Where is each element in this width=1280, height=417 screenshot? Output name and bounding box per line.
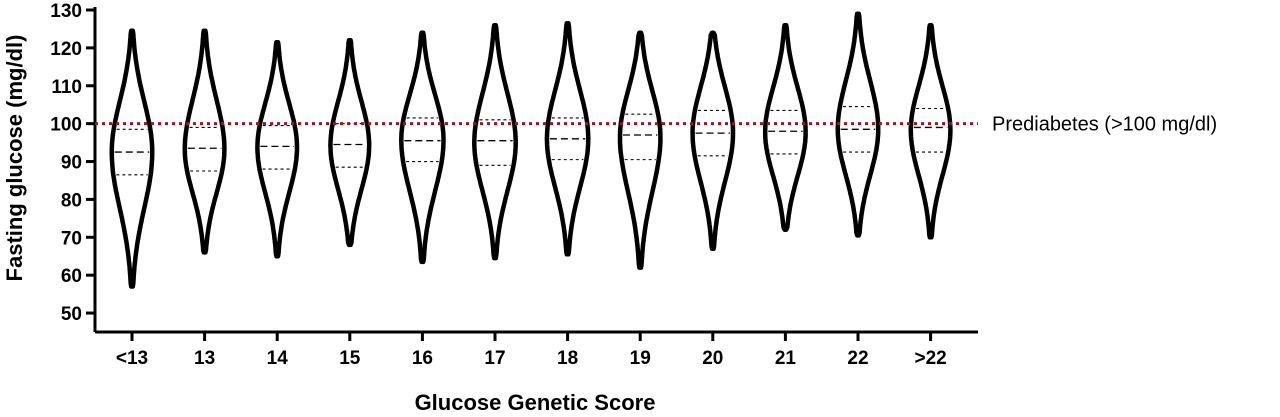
y-tick-label: 110 xyxy=(51,77,82,98)
x-tick-label: 17 xyxy=(484,348,505,369)
y-tick-label: 120 xyxy=(50,39,82,60)
violin-19 xyxy=(617,30,663,270)
x-tick-label: 15 xyxy=(339,348,361,369)
x-tick-label: 18 xyxy=(557,348,578,369)
violin-18 xyxy=(544,21,591,257)
violin-17 xyxy=(472,22,518,261)
y-tick-label: 80 xyxy=(61,190,82,211)
x-tick-label: 21 xyxy=(775,348,797,369)
x-axis: <13 13 14 15 16 17 18 19 20 21 22 >22 xyxy=(95,330,978,369)
y-tick-label: 70 xyxy=(61,228,82,249)
x-tick-label: 22 xyxy=(847,348,868,369)
x-tick-label: 14 xyxy=(267,348,289,369)
y-tick-label: 130 xyxy=(50,1,82,22)
x-tick-label: <13 xyxy=(116,348,148,369)
violin-21 xyxy=(762,22,808,232)
violin-outline xyxy=(762,22,808,232)
violin->22 xyxy=(908,22,953,240)
violin-<13 xyxy=(109,28,155,289)
violin-14 xyxy=(255,39,300,259)
violin-outline xyxy=(544,21,591,257)
x-tick-label: 19 xyxy=(630,348,651,369)
violin-13 xyxy=(182,28,227,255)
y-tick-label: 50 xyxy=(61,304,82,325)
x-axis-title: Glucose Genetic Score xyxy=(415,390,656,415)
y-tick-label: 90 xyxy=(61,153,82,174)
violin-outline xyxy=(255,39,300,259)
violin-15 xyxy=(328,38,372,248)
y-tick-label: 100 xyxy=(50,115,82,136)
x-tick-label: 20 xyxy=(702,348,723,369)
violin-22 xyxy=(835,11,881,238)
violin-outline xyxy=(690,30,736,251)
violin-outline xyxy=(472,22,518,261)
violins xyxy=(109,11,953,289)
violin-16 xyxy=(399,30,446,265)
x-tick-label: >22 xyxy=(914,348,946,369)
x-tick-label: 16 xyxy=(412,348,433,369)
violin-outline xyxy=(109,28,155,289)
x-tick-label: 13 xyxy=(194,348,215,369)
y-tick-label: 60 xyxy=(61,266,82,287)
violin-outline xyxy=(835,11,881,238)
violin-outline xyxy=(399,30,446,265)
violin-outline xyxy=(617,30,663,270)
violin-outline xyxy=(908,22,953,240)
y-axis-title: Fasting glucose (mg/dl) xyxy=(2,35,27,282)
violin-outline xyxy=(182,28,227,255)
violin-20 xyxy=(690,30,736,251)
y-axis: 50 60 70 80 90 100 110 120 130 xyxy=(50,1,97,332)
violin-outline xyxy=(328,38,372,248)
reference-line-label: Prediabetes (>100 mg/dl) xyxy=(992,114,1217,136)
